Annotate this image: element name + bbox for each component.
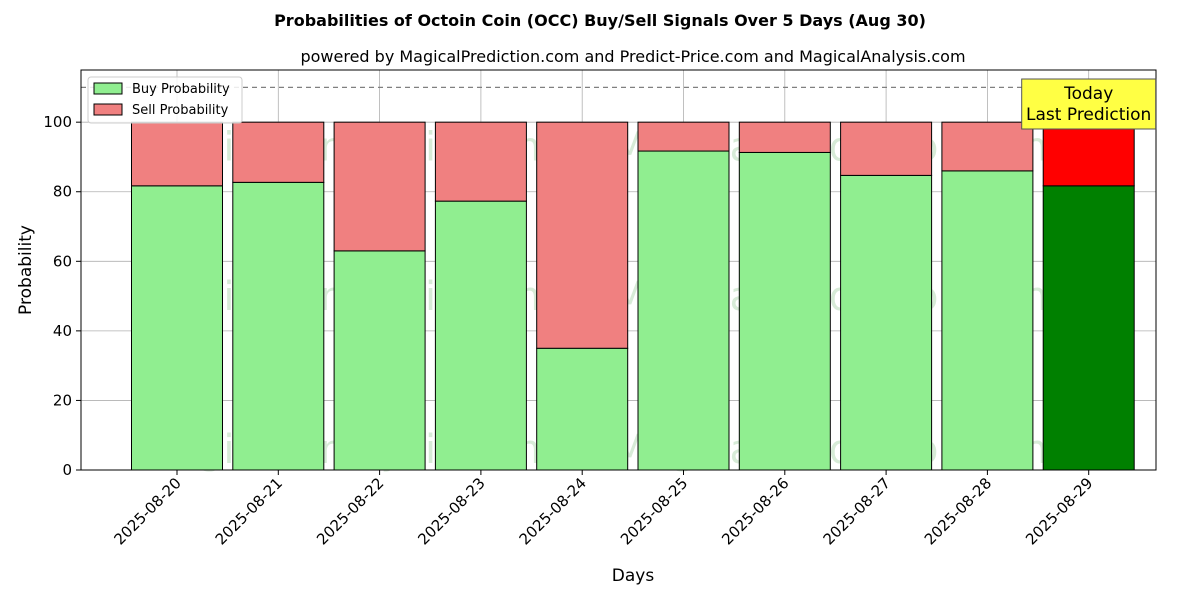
y-axis-label: Probability xyxy=(16,225,36,315)
legend-swatch xyxy=(93,82,123,95)
y-axis: 0 20 40 60 80 100 xyxy=(43,113,81,479)
legend-label: Buy Probability xyxy=(132,82,230,97)
x-tick-label: 2025-08-24 xyxy=(516,474,590,548)
y-tick-label: 60 xyxy=(53,252,72,270)
y-tick-label: 80 xyxy=(53,183,72,201)
buy-bar xyxy=(840,174,933,471)
legend-label: Sell Probability xyxy=(132,103,229,118)
annotation-box xyxy=(1021,78,1157,130)
x-tick-label: 2025-08-27 xyxy=(820,474,894,548)
sell-bar xyxy=(840,121,933,176)
y-tick-label: 40 xyxy=(53,322,72,340)
x-axis: 2025-08-20 2025-08-21 2025-08-22 2025-08-23… xyxy=(110,470,1097,548)
legend-box xyxy=(87,76,243,124)
chart-title: Probabilities of Octoin Coin (OCC) Buy/S… xyxy=(274,11,926,30)
sell-bar xyxy=(131,121,223,187)
y-tick-label: 20 xyxy=(53,391,72,409)
sell-bar xyxy=(637,121,730,152)
x-tick-label: 2025-08-23 xyxy=(414,474,488,548)
x-tick-label: 2025-08-20 xyxy=(110,474,184,548)
sell-bar xyxy=(536,121,629,349)
buy-bar xyxy=(738,151,831,471)
sell-bar xyxy=(1042,121,1135,187)
x-tick-label: 2025-08-22 xyxy=(313,474,387,548)
x-tick-label: 2025-08-21 xyxy=(212,474,286,548)
annotation-text: Today xyxy=(1063,84,1113,104)
buy-bar xyxy=(1042,185,1135,471)
x-tick-label: 2025-08-25 xyxy=(617,474,691,548)
sell-bar xyxy=(941,121,1034,172)
sell-bar xyxy=(232,121,325,183)
plot-frame xyxy=(80,69,1157,471)
buy-bar xyxy=(536,347,629,471)
x-tick-label: 2025-08-26 xyxy=(718,474,792,548)
buy-bar xyxy=(333,250,426,471)
bars xyxy=(131,121,1135,471)
x-axis-label: Days xyxy=(612,566,655,586)
chart-subtitle: powered by MagicalPrediction.com and Pre… xyxy=(300,47,965,66)
y-tick-label: 100 xyxy=(43,113,72,131)
sell-bar xyxy=(434,121,527,202)
legend: Buy Probability Sell Probability xyxy=(87,76,243,124)
sell-bar xyxy=(333,121,426,252)
buy-bar xyxy=(637,150,730,471)
x-tick-label: 2025-08-29 xyxy=(1022,474,1096,548)
y-tick-label: 0 xyxy=(62,461,72,479)
annotation-text: Last Prediction xyxy=(1026,105,1151,125)
sell-bar xyxy=(738,121,831,153)
buy-bar xyxy=(131,185,223,471)
x-tick-label: 2025-08-28 xyxy=(921,474,995,548)
buy-bar xyxy=(434,200,527,471)
buy-bar xyxy=(232,181,325,471)
buy-bar xyxy=(941,170,1034,471)
legend-swatch xyxy=(93,103,123,116)
